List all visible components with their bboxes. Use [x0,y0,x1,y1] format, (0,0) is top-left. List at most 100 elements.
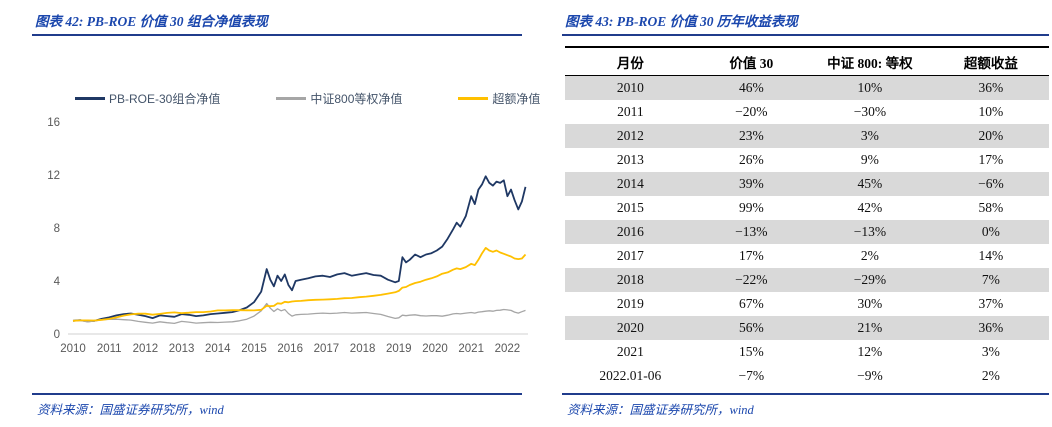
x-tick-label: 2014 [205,343,231,355]
x-tick-label: 2021 [458,343,484,355]
table-cell: 26% [738,152,764,167]
table-cell: 2014 [565,172,696,196]
table-cell: −22% [695,268,807,292]
table-cell: 45% [806,172,933,196]
x-tick-label: 2020 [422,343,448,355]
table-cell: −13% [695,220,807,244]
table-cell: 2020 [565,316,696,340]
legend-label-excess: 超额净值 [492,92,541,106]
table-cell: 2021 [616,344,644,359]
table-row: 2016 −13% −13% 0% [565,220,1049,244]
col-header-value30: 价值 30 [695,46,807,76]
col-header-excess: 超额收益 [932,46,1049,76]
table-cell: 2015 [616,200,644,215]
table-cell: 2012 [565,124,696,148]
table-row: 2010 46% 10% 36% [565,75,1049,100]
table-cell: 17% [978,152,1004,167]
table-cell: −29% [806,268,933,292]
table-cell: 2% [860,248,879,263]
figure-42-panel: 图表 42: PB-ROE 价值 30 组合净值表现 PB-ROE-30组合净值… [32,0,540,427]
table-cell: 14% [978,248,1004,263]
table-row: 2022.01-06 −7% −9% 2% [565,364,1049,388]
table-cell: −30% [853,104,887,119]
table-cell: 9% [860,152,879,167]
table-cell: 36% [932,316,1049,340]
excess-line-swatch [458,97,489,100]
x-tick-label: 2019 [386,343,412,355]
figure-43-title-rule [562,34,1049,36]
table-cell: −13% [806,220,933,244]
legend-label-portfolio: PB-ROE-30组合净值 [109,92,221,106]
table-cell: 10% [978,104,1004,119]
table-cell: 3% [981,344,1000,359]
y-tick-label: 12 [47,170,60,182]
x-tick-label: 2017 [314,343,340,355]
table-cell: 36% [932,75,1049,100]
figure-43-footer-rule [562,393,1049,395]
table-cell: 20% [932,124,1049,148]
figure-42-source: 资料来源：国盛证券研究所，wind [37,403,224,417]
y-tick-label: 4 [54,276,61,288]
table-row: 2018 −22% −29% 7% [565,268,1049,292]
table-cell: 2019 [616,296,644,311]
x-tick-label: 2015 [241,343,267,355]
table-cell: 46% [695,75,807,100]
table-cell: 37% [978,296,1004,311]
figure-42-title: 图表 42: PB-ROE 价值 30 组合净值表现 [35,14,268,29]
table-cell: 3% [806,124,933,148]
figure-43-title: 图表 43: PB-ROE 价值 30 历年收益表现 [565,14,798,29]
x-tick-label: 2022 [495,343,521,355]
figure-42-footer-rule [32,393,522,395]
figure-43-source: 资料来源：国盛证券研究所，wind [567,403,754,417]
table-cell: 56% [695,316,807,340]
table-row: 2014 39% 45% −6% [565,172,1049,196]
table-cell: 17% [738,248,764,263]
col-header-csi800: 中证 800: 等权 [806,46,933,76]
annual-returns-table: 月份 价值 30 中证 800: 等权 超额收益 2010 46% 10% 36% 20… [565,46,1049,388]
table-cell: 2011 [617,104,644,119]
table-row: 2021 15% 12% 3% [565,340,1049,364]
table-cell: −20% [735,104,768,119]
table-row: 2011 −20% −30% 10% [565,100,1049,124]
table-cell: 12% [857,344,883,359]
table-cell: −9% [857,368,883,383]
table-row: 2019 67% 30% 37% [565,292,1049,316]
table-cell: −7% [738,368,765,383]
y-tick-label: 8 [54,223,60,235]
table-row: 2017 17% 2% 14% [565,244,1049,268]
table-cell: 2017 [616,248,644,263]
series-line [72,246,527,322]
table-cell: 2018 [565,268,696,292]
table-cell: 2013 [616,152,644,167]
legend-label-benchmark: 中证800等权净值 [310,92,403,106]
table-cell: 42% [857,200,883,215]
series-line [72,302,526,325]
table-cell: 10% [806,75,933,100]
table-cell: −6% [932,172,1049,196]
table-cell: 7% [932,268,1049,292]
table-cell: 2016 [565,220,696,244]
table-cell: 58% [978,200,1004,215]
legend-item-benchmark: 中证800等权净值 [276,90,402,107]
table-cell: 21% [806,316,933,340]
x-tick-label: 2016 [277,343,303,355]
portfolio-line-swatch [75,97,105,100]
table-row: 2020 56% 21% 36% [565,316,1049,340]
x-tick-label: 2010 [60,343,86,355]
legend-item-portfolio: PB-ROE-30组合净值 [75,90,220,107]
table-cell: 2010 [565,75,696,100]
benchmark-line-swatch [276,97,307,100]
x-tick-label: 2013 [169,343,195,355]
table-cell: 2022.01-06 [599,368,662,383]
netvalue-line-chart: 0 4 8 12 16 2010 2011 2012 2013 2014 2015 2016 2017 2… [47,117,528,355]
x-tick-label: 2011 [97,343,122,355]
figure-43-panel: 图表 43: PB-ROE 价值 30 历年收益表现 月份 价值 30 中证 8… [562,0,1049,427]
col-header-month: 月份 [565,46,696,76]
table-row: 2012 23% 3% 20% [565,124,1049,148]
table-row: 2013 26% 9% 17% [565,148,1049,172]
figure-42-title-rule [32,34,522,36]
table-cell: 23% [695,124,807,148]
y-tick-label: 16 [47,117,60,129]
table-cell: 99% [738,200,764,215]
